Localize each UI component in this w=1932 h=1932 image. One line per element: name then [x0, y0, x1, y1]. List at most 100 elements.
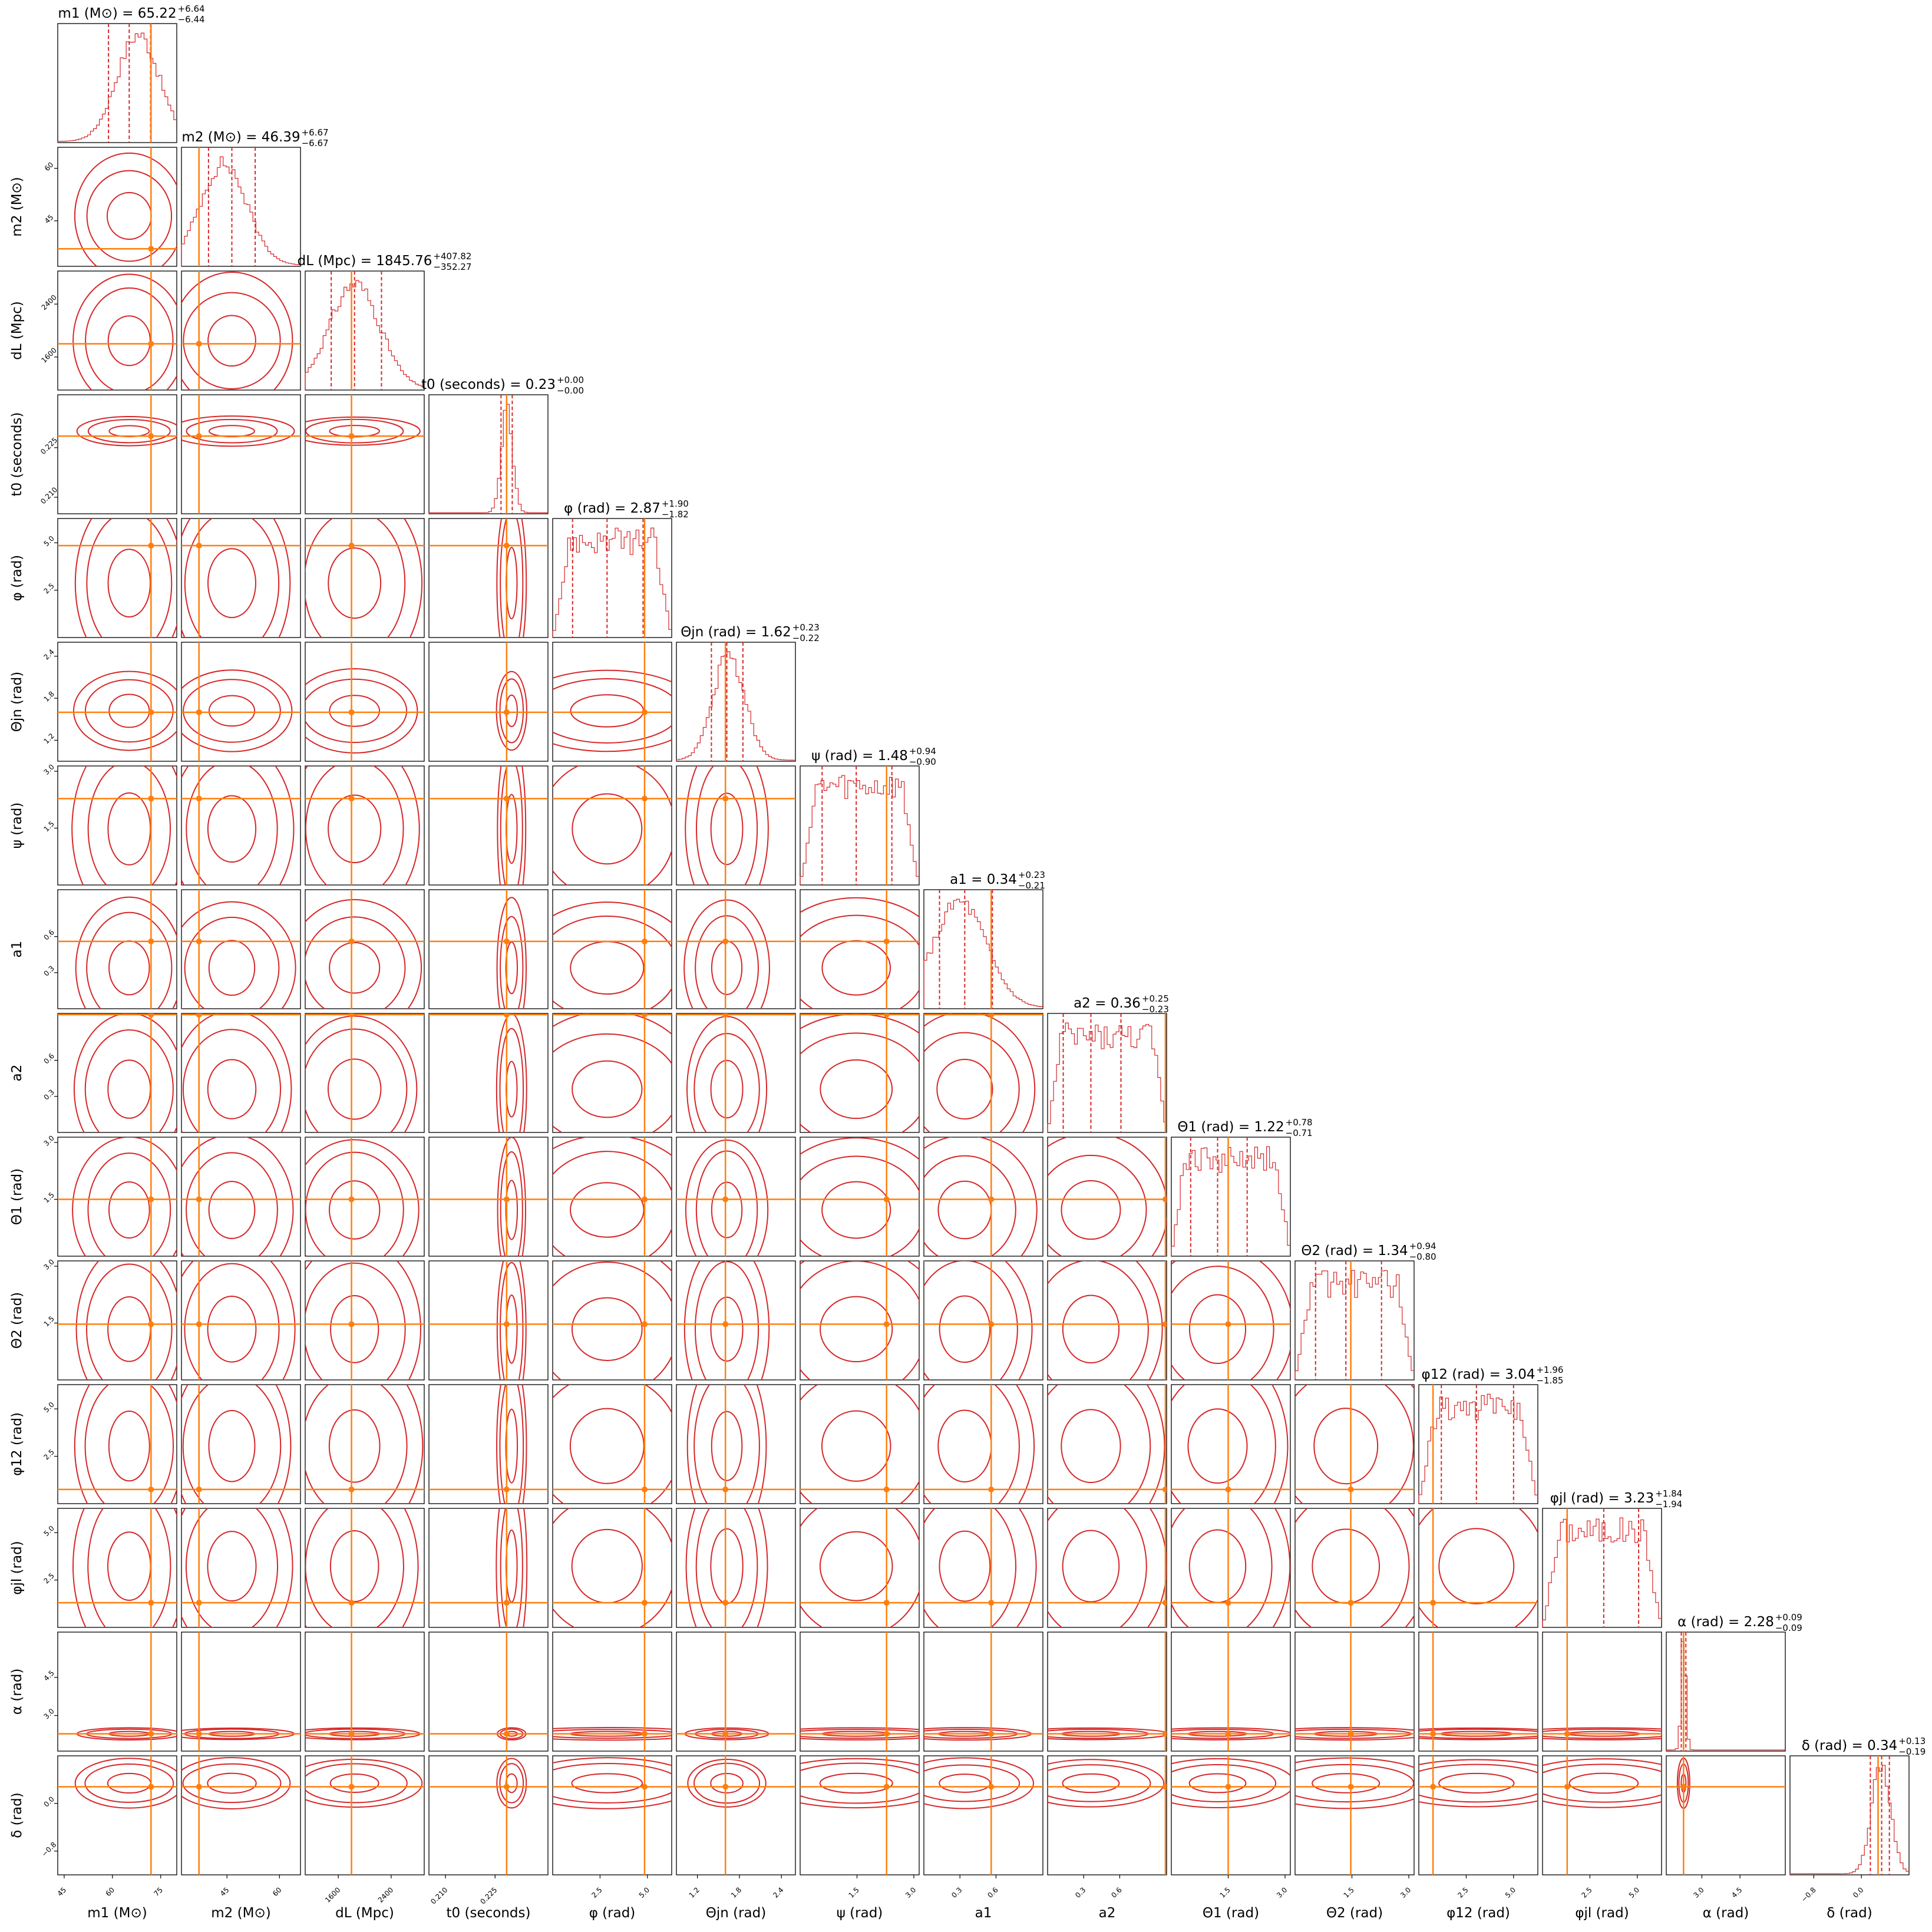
panel-frame-9-1 — [181, 1137, 301, 1257]
pair-m2-thetajn — [181, 642, 300, 761]
contour-level-3 — [1419, 1759, 1538, 1808]
panel-frame-11-6 — [800, 1384, 920, 1504]
ytick-label-a2-0: 0.3 — [42, 1088, 55, 1101]
pair-m2-delta — [181, 1756, 300, 1875]
pair-thetajn-a1 — [676, 890, 795, 1009]
contour-level-2 — [800, 1385, 919, 1504]
contour-level-1 — [108, 940, 150, 996]
contour-level-1 — [506, 794, 518, 864]
contour-level-3 — [496, 1013, 527, 1132]
contours-theta2-phi12 — [1295, 1385, 1414, 1504]
xaxis-label-theta2: Θ2 (rad) — [1326, 1905, 1383, 1921]
hist-t0 — [428, 395, 548, 514]
panel-frame-10-10 — [1294, 1260, 1415, 1381]
contour-level-2 — [84, 1763, 174, 1803]
panel-frame-6-5 — [676, 765, 796, 886]
truth-marker — [1348, 1600, 1354, 1606]
contours-dL-theta2 — [305, 1261, 424, 1380]
contour-level-3 — [305, 1508, 419, 1627]
title-phi12: φ12 (rad) = 3.04 +1.96−1.85 — [1422, 1365, 1564, 1386]
pair-thetajn-delta — [676, 1756, 795, 1875]
truth-marker — [503, 1321, 510, 1327]
contour-level-1 — [819, 1772, 893, 1794]
panel-frame-14-13 — [1666, 1755, 1786, 1875]
contour-level-2 — [305, 1262, 406, 1380]
truth-marker — [503, 1784, 510, 1790]
contour-level-2 — [499, 1385, 524, 1504]
pair-m1-a1 — [58, 890, 177, 1009]
contour-level-1 — [571, 1528, 643, 1604]
pair-dL-phi — [305, 518, 424, 638]
panel-frame-7-0 — [57, 889, 177, 1009]
contour-level-2 — [87, 1152, 171, 1256]
contours-t0-phi — [429, 518, 548, 638]
title-text-thetajn: Θjn (rad) = 1.62 — [681, 625, 791, 640]
contour-level-3 — [1171, 1727, 1290, 1741]
contour-level-1 — [1438, 1528, 1515, 1604]
xtick-label-a1-1: 0.6 — [986, 1885, 999, 1899]
panel-frame-3-1 — [181, 394, 301, 514]
truth-marker — [196, 938, 202, 944]
pair-phi-phi12 — [516, 1353, 698, 1538]
yaxis-label-thetajn: Θjn (rad) — [9, 672, 25, 732]
title-m2: m2 (M⊙) = 46.39 +6.67−6.67 — [181, 127, 328, 148]
contour-level-1 — [505, 1529, 518, 1603]
contour-level-3 — [1048, 1759, 1165, 1808]
contours-m1-psi — [58, 766, 177, 885]
contour-level-2 — [305, 1508, 404, 1627]
truth-marker — [148, 433, 154, 440]
ytick-label-thetajn-0: 1.2 — [42, 732, 55, 745]
histogram-m2 — [181, 156, 300, 266]
contour-level-1 — [506, 1061, 518, 1118]
contour-level-2 — [305, 1385, 408, 1504]
pair-a1-alpha — [924, 1632, 1043, 1751]
xaxis-label-phijl: φjl (rad) — [1575, 1905, 1629, 1921]
histogram-alpha — [1666, 1641, 1785, 1751]
xtick-label-delta-1: 0.0 — [1851, 1885, 1865, 1899]
panel-frame-13-13 — [1666, 1632, 1786, 1752]
panel-frame-4-2 — [305, 518, 425, 638]
contours-m1-a1 — [58, 890, 177, 1009]
contour-level-2 — [553, 915, 672, 1009]
truth-marker — [1162, 1600, 1167, 1606]
xtick-label-phijl-0: 2.5 — [1580, 1885, 1593, 1899]
pair-phi-alpha — [553, 1632, 672, 1751]
panel-frame-6-6 — [800, 765, 920, 886]
contour-level-3 — [516, 1353, 698, 1538]
contour-level-1 — [1062, 1773, 1120, 1794]
title-plus-a2: +0.25 — [1142, 993, 1169, 1004]
contour-level-1 — [108, 425, 150, 437]
contours-phi-phijl — [553, 1508, 672, 1627]
panel-frame-3-3 — [428, 394, 549, 514]
contours-t0-delta — [429, 1756, 548, 1875]
contour-level-2 — [553, 1729, 672, 1739]
contour-level-2 — [500, 766, 523, 885]
contour-level-3 — [512, 741, 702, 917]
title-t0: t0 (seconds) = 0.23 +0.00−0.00 — [421, 375, 584, 396]
panel-frame-9-9 — [1171, 1137, 1291, 1257]
panel-frame-10-0 — [57, 1260, 177, 1381]
title-minus-alpha: −0.09 — [1775, 1623, 1802, 1633]
pair-thetajn-psi — [676, 766, 795, 885]
ytick-label-theta2-0: 1.5 — [42, 1315, 55, 1328]
histogram-a2 — [1047, 1022, 1167, 1132]
contour-level-3 — [305, 766, 420, 885]
contour-level-3 — [181, 518, 291, 638]
ytick-label-alpha-0: 3.0 — [42, 1707, 55, 1720]
contour-level-1 — [570, 941, 645, 995]
panel-frame-10-1 — [181, 1260, 301, 1381]
panel-frame-13-4 — [552, 1632, 672, 1752]
title-theta1: Θ1 (rad) = 1.22 +0.78−0.71 — [1177, 1117, 1312, 1138]
contour-level-2 — [499, 1028, 524, 1132]
contour-level-2 — [184, 916, 280, 1009]
contours-psi-phi12 — [800, 1385, 919, 1504]
contour-level-2 — [305, 1028, 408, 1132]
contour-level-1 — [108, 1181, 150, 1239]
contour-level-3 — [769, 1470, 944, 1662]
contour-level-1 — [820, 1296, 893, 1363]
panel-frame-5-2 — [305, 642, 425, 762]
panel-frame-5-1 — [181, 642, 301, 762]
contour-level-2 — [800, 1762, 919, 1804]
title-text-delta: δ (rad) = 0.34 — [1802, 1738, 1898, 1753]
contour-level-2 — [1295, 1385, 1414, 1504]
